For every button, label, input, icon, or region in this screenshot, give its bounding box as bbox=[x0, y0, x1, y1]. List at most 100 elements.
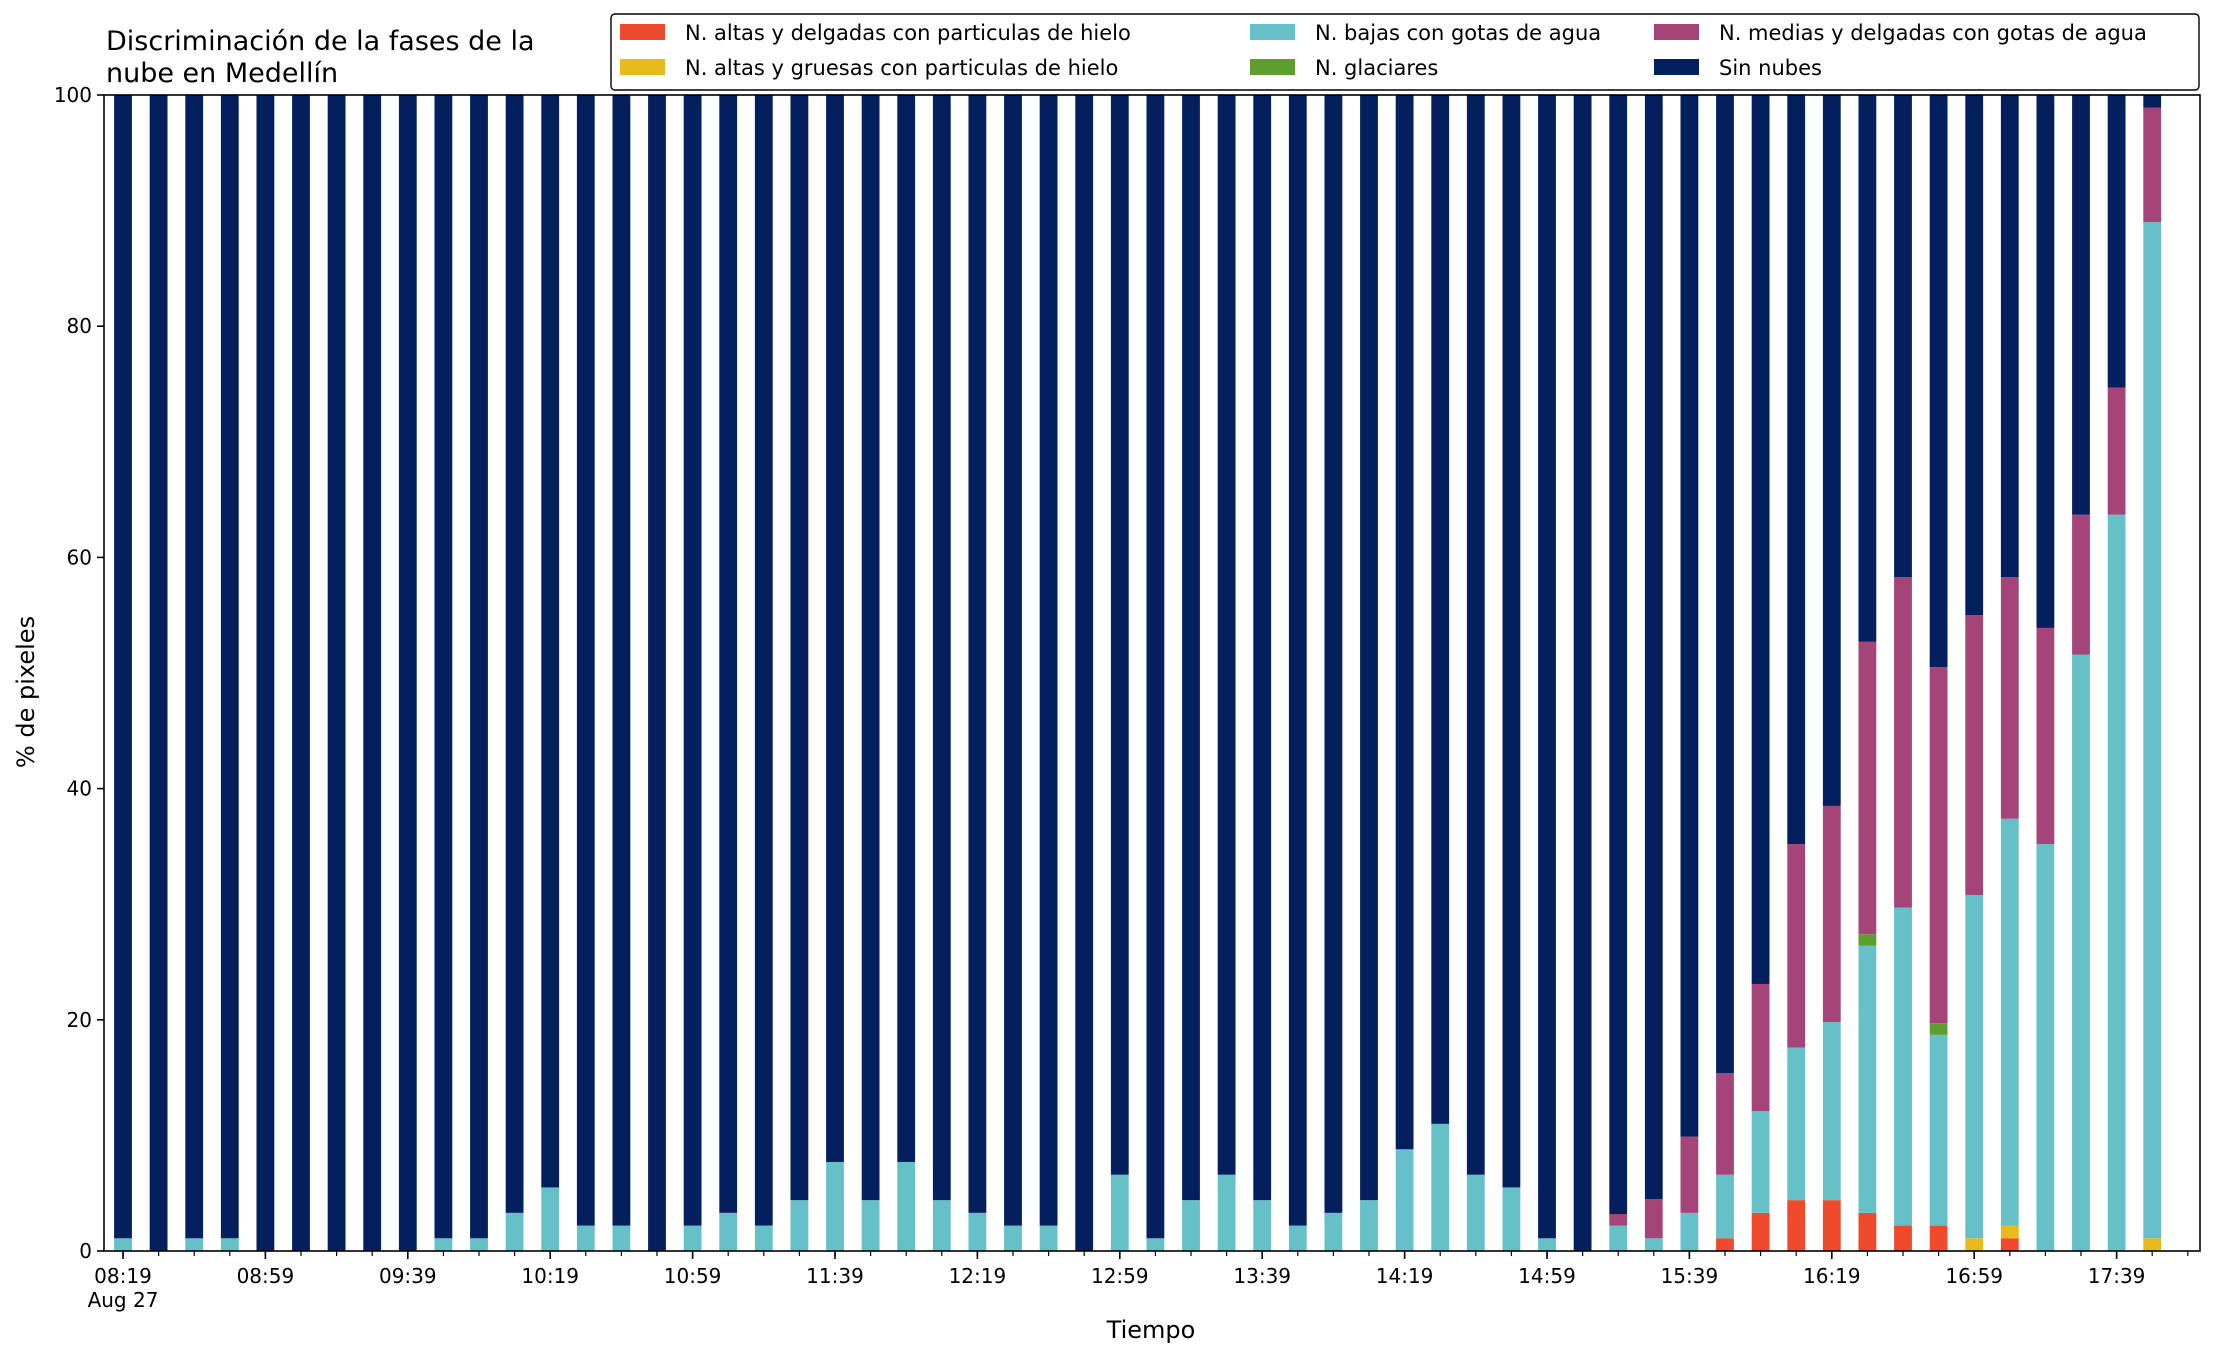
bar-segment bbox=[932, 1200, 951, 1251]
bar-segment bbox=[1680, 1136, 1699, 1213]
legend-box bbox=[610, 13, 2200, 91]
x-tick-label: 14:19 bbox=[1376, 1264, 1434, 1288]
bar-segment bbox=[826, 1161, 844, 1251]
bar-segment bbox=[1751, 1111, 1770, 1213]
y-axis-label: % de pixeles bbox=[12, 616, 40, 768]
bar-segment bbox=[897, 95, 916, 1162]
bar-segment bbox=[2000, 95, 2019, 578]
bar-segment bbox=[1716, 1072, 1734, 1175]
bar-segment bbox=[2036, 95, 2055, 628]
bar-segment bbox=[256, 95, 275, 1251]
bar-segment bbox=[861, 95, 880, 1201]
bar-segment bbox=[505, 95, 524, 1213]
bar-segment bbox=[2143, 107, 2162, 223]
bar-segment bbox=[1751, 1212, 1770, 1251]
bar-segment bbox=[1609, 1214, 1628, 1226]
legend: N. altas y delgadas con particulas de hi… bbox=[610, 13, 2200, 91]
bar-segment bbox=[505, 1212, 524, 1251]
bar-segment bbox=[398, 95, 417, 1251]
legend-label: Sin nubes bbox=[1719, 56, 1822, 80]
bar-segment bbox=[2036, 627, 2055, 845]
bar-segment bbox=[1644, 1238, 1663, 1251]
bar-segment bbox=[1716, 1174, 1734, 1239]
bar-segment bbox=[1573, 95, 1592, 1251]
bar-segment bbox=[1965, 95, 1984, 616]
bar-segment bbox=[968, 1212, 987, 1251]
x-tick-label: 12:19 bbox=[949, 1264, 1007, 1288]
bar-segment bbox=[1431, 1123, 1450, 1251]
bar-segment bbox=[2143, 1238, 2162, 1251]
legend-swatch bbox=[1250, 24, 1295, 40]
bar-segment bbox=[327, 95, 346, 1251]
bar-segment bbox=[1716, 95, 1734, 1073]
bar-segment bbox=[1466, 1174, 1485, 1251]
bar-segment bbox=[1894, 1225, 1912, 1251]
bar-segment bbox=[434, 1238, 453, 1251]
bar-segment bbox=[470, 95, 488, 1239]
bar-segment bbox=[1787, 95, 1806, 845]
bar-segment bbox=[1965, 1238, 1984, 1251]
bar-segment bbox=[2107, 387, 2126, 515]
bar-segment bbox=[1929, 1034, 1948, 1226]
bar-segment bbox=[754, 1225, 773, 1251]
bar-segment bbox=[434, 95, 453, 1239]
bar-segment bbox=[470, 1238, 488, 1251]
bar-segment bbox=[932, 95, 951, 1201]
y-tick-label: 100 bbox=[54, 83, 92, 107]
bar-segment bbox=[1146, 95, 1165, 1239]
x-tick-label: 08:59 bbox=[237, 1264, 295, 1288]
bar-segment bbox=[1466, 95, 1485, 1175]
bar-segment bbox=[1787, 844, 1806, 1048]
bar-segment bbox=[541, 95, 560, 1188]
bar-segment bbox=[1253, 95, 1272, 1201]
x-axis-label: Tiempo bbox=[1106, 1316, 1196, 1344]
bar-segment bbox=[1039, 95, 1058, 1226]
bar-segment bbox=[1858, 95, 1877, 642]
bar-segment bbox=[149, 95, 168, 1251]
y-tick-label: 80 bbox=[67, 314, 92, 338]
bar-segment bbox=[2000, 818, 2019, 1226]
x-tick-label: 11:39 bbox=[806, 1264, 864, 1288]
x-tick-label: 17:39 bbox=[2088, 1264, 2146, 1288]
x-tick-label: 16:19 bbox=[1803, 1264, 1861, 1288]
bar-segment bbox=[1360, 1200, 1378, 1251]
x-tick-label: 15:39 bbox=[1661, 1264, 1719, 1288]
bar-segment bbox=[185, 95, 204, 1239]
chart-title: Discriminación de la fases de la nube en… bbox=[106, 26, 543, 89]
bar-segment bbox=[2143, 95, 2162, 108]
bar-segment bbox=[1965, 615, 1984, 895]
x-tick-label: 16:59 bbox=[1945, 1264, 2003, 1288]
bar-segment bbox=[1110, 95, 1129, 1175]
bar-segment bbox=[719, 95, 738, 1213]
bar-segment bbox=[1502, 1187, 1521, 1251]
bar-segment bbox=[576, 95, 595, 1226]
x-tick-label: 08:19 bbox=[94, 1264, 152, 1288]
bar-segment bbox=[1894, 577, 1912, 908]
bar-segment bbox=[1039, 1225, 1058, 1251]
legend-swatch bbox=[1654, 24, 1699, 40]
bar-segment bbox=[2000, 1238, 2019, 1251]
bar-segment bbox=[1609, 1225, 1628, 1251]
y-tick-label: 20 bbox=[67, 1008, 92, 1032]
x-tick-label: 13:39 bbox=[1233, 1264, 1291, 1288]
bar-segment bbox=[826, 95, 844, 1162]
bar-segment bbox=[1751, 983, 1770, 1112]
bar-segment bbox=[1538, 95, 1556, 1239]
y-tick-label: 60 bbox=[67, 545, 92, 569]
plot-frame bbox=[103, 94, 2201, 1252]
bar-segment bbox=[2000, 577, 2019, 819]
bar-segment bbox=[754, 95, 773, 1226]
bar-segment bbox=[1644, 95, 1663, 1199]
bar-segment bbox=[1894, 907, 1912, 1226]
bar-segment bbox=[1431, 95, 1450, 1124]
bar-segment bbox=[1324, 95, 1343, 1213]
bar-segment bbox=[1217, 1174, 1236, 1251]
bar-segment bbox=[1858, 934, 1877, 946]
bar-segment bbox=[1360, 95, 1378, 1201]
legend-swatch bbox=[1654, 59, 1699, 75]
bar-segment bbox=[1502, 95, 1521, 1188]
x-date-label: Aug 27 bbox=[88, 1288, 159, 1312]
bar-segment bbox=[363, 95, 382, 1251]
bar-segment bbox=[1253, 1200, 1272, 1251]
